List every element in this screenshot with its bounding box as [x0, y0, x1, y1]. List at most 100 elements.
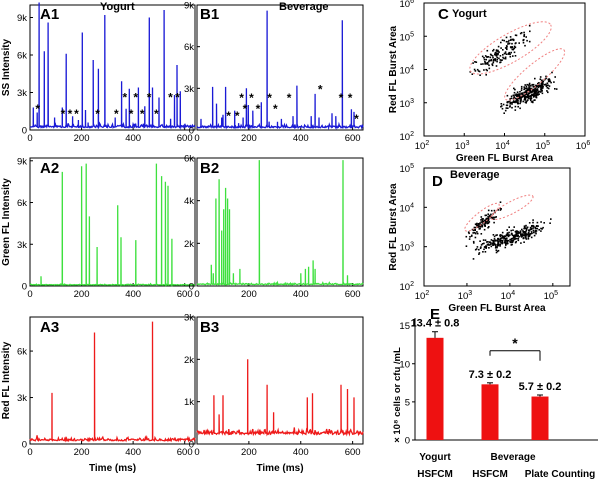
signal-trace-blue	[196, 10, 364, 131]
scatter-point-lower	[500, 103, 503, 105]
scatter-point-lower	[488, 247, 490, 249]
scatter-point-lower	[520, 233, 522, 236]
y-tick-label: 0	[189, 126, 194, 137]
scatter-point-lower	[535, 230, 538, 232]
y-tick-label: 6k	[17, 198, 27, 209]
scatter-point-lower	[493, 235, 496, 238]
x-tick-label: 0	[27, 289, 32, 300]
x-tick-label: 200	[74, 133, 90, 144]
scatter-point-upper	[476, 232, 479, 235]
scatter-point-lower	[538, 93, 540, 95]
scatter-point-lower	[554, 88, 556, 90]
scatter-point-lower	[511, 106, 513, 109]
scatter-point-upper	[487, 222, 490, 224]
scatter-point-lower	[519, 102, 521, 105]
scatter-point-upper	[475, 61, 478, 63]
y-axis-label: Red FL Burst Area	[388, 25, 399, 113]
signal-trace-red	[29, 321, 196, 443]
scatter-point-upper	[494, 58, 496, 60]
scatter-point-lower	[537, 225, 539, 227]
scatter-point-lower	[502, 242, 504, 244]
panel-label: A1	[40, 6, 59, 23]
scatter-point-upper	[484, 61, 486, 63]
scatter-point-upper	[480, 221, 482, 223]
scatter-point-lower	[530, 228, 533, 230]
scatter-point-lower	[539, 78, 542, 80]
x-tick-exponent: 2	[425, 290, 429, 297]
signal-trace-green	[29, 163, 196, 288]
peak-star: *	[68, 107, 73, 121]
scatter-point-lower	[503, 236, 506, 238]
scatter-point-lower	[524, 233, 526, 236]
x-tick-label: 104	[495, 140, 510, 152]
scatter-point-lower	[527, 87, 529, 90]
scatter-point-lower	[536, 93, 539, 96]
scatter-point-lower	[526, 96, 528, 99]
scatter-point-lower	[502, 103, 505, 106]
scatter-point-lower	[480, 244, 483, 246]
scatter-point-lower	[489, 241, 491, 243]
x-tick-label: 105	[544, 290, 559, 302]
scatter-point-upper	[497, 45, 500, 48]
scatter-point-lower	[528, 82, 531, 85]
scatter-point-lower	[532, 83, 535, 86]
scatter-point-lower	[532, 101, 534, 104]
scatter-point-lower	[485, 247, 487, 249]
scatter-point-upper	[507, 43, 509, 45]
scatter-point-lower	[502, 236, 505, 239]
scatter-point-lower	[539, 91, 542, 93]
scatter-point-upper	[485, 74, 487, 76]
scatter-point-lower	[517, 234, 519, 237]
scatter-point-lower	[520, 242, 522, 244]
scatter-point-lower	[483, 246, 486, 248]
scatter-point-upper	[486, 61, 489, 64]
scatter-point-lower	[497, 243, 500, 245]
peak-star: *	[168, 91, 173, 105]
x-tick-label: 600	[345, 447, 361, 458]
scatter-point-lower	[515, 100, 517, 102]
scatter-point-lower	[540, 90, 542, 92]
scatter-point-lower	[528, 233, 531, 236]
scatter-point-lower	[509, 98, 511, 100]
x-tick-label: 600	[177, 133, 193, 144]
scatter-point-upper	[484, 214, 487, 217]
scatter-point-lower	[549, 222, 551, 224]
scatter-point-lower	[516, 100, 518, 102]
scatter-point-lower	[514, 234, 517, 236]
scatter-point-lower	[479, 240, 481, 242]
panel-label: A2	[40, 160, 59, 177]
scatter-point-lower	[523, 241, 525, 243]
y-tick-label: 10	[399, 359, 410, 370]
scatter-point-lower	[540, 221, 542, 223]
scatter-point-lower	[554, 76, 556, 78]
scatter-point-lower	[537, 92, 539, 94]
scatter-point-upper	[487, 220, 490, 222]
scatter-point-lower	[533, 92, 536, 95]
scatter-point-lower	[483, 248, 485, 251]
scatter-point-upper	[502, 56, 504, 59]
scatter-point-lower	[514, 97, 517, 100]
scatter-point-lower	[518, 95, 521, 97]
scatter-point-lower	[507, 239, 510, 242]
scatter-point-lower	[485, 241, 488, 243]
scatter-point-lower	[515, 93, 517, 95]
scatter-point-upper	[488, 226, 490, 228]
scatter-point-lower	[526, 89, 528, 92]
scatter-point-lower	[515, 231, 518, 233]
scatter-point-lower	[528, 85, 530, 88]
scatter-point-lower	[517, 232, 520, 234]
scatter-point-upper	[490, 213, 492, 216]
y-tick-exponent: 2	[410, 281, 414, 288]
peak-star: *	[123, 91, 128, 105]
scatter-point-lower	[510, 239, 512, 241]
scatter-point-lower	[514, 105, 517, 108]
scatter-point-lower	[499, 243, 501, 246]
scatter-point-lower	[531, 232, 533, 235]
scatter-point-lower	[515, 94, 517, 97]
scatter-point-lower	[529, 228, 532, 231]
scatter-point-lower	[529, 87, 532, 90]
scatter-point-lower	[535, 92, 537, 94]
scatter-point-lower	[495, 234, 497, 237]
scatter-point-lower	[520, 89, 523, 92]
